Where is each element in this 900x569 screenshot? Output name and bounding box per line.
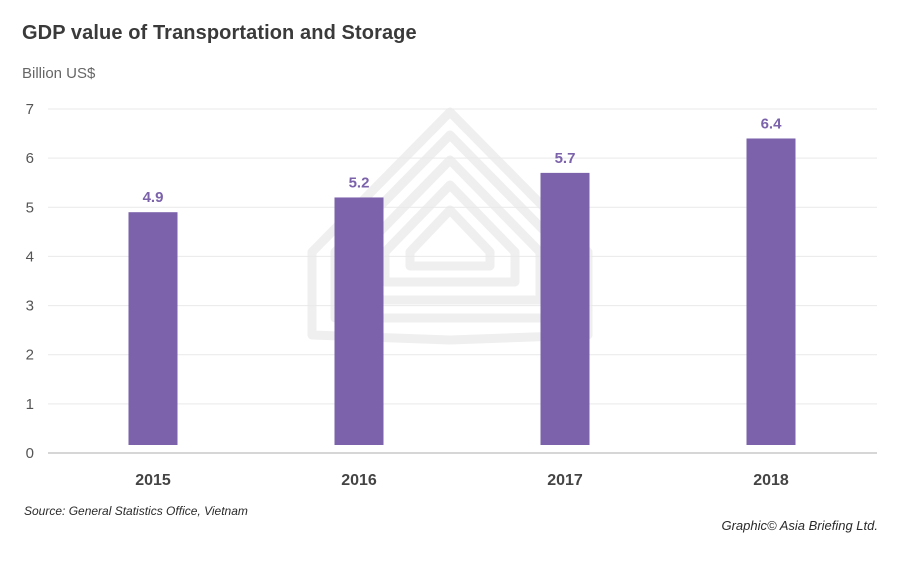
bar	[746, 138, 796, 445]
data-label: 6.4	[761, 115, 783, 132]
x-tick-label: 2016	[341, 472, 377, 489]
x-tick-label: 2017	[547, 472, 583, 489]
bars	[128, 138, 796, 445]
data-label: 4.9	[143, 189, 164, 206]
y-axis-ticks: 0 1 2 3 4 5 6 7	[26, 101, 34, 462]
bar	[128, 212, 178, 445]
y-tick-label: 4	[26, 248, 34, 265]
data-label: 5.7	[555, 150, 576, 167]
y-tick-label: 0	[26, 445, 34, 462]
y-tick-label: 3	[26, 298, 34, 315]
y-axis-unit-label: Billion US$	[22, 65, 96, 82]
y-tick-label: 1	[26, 396, 34, 413]
y-tick-label: 5	[26, 199, 34, 216]
bar	[540, 172, 590, 445]
data-label: 5.2	[349, 174, 370, 191]
chart-title: GDP value of Transportation and Storage	[22, 22, 417, 44]
x-axis-ticks: 2015 2016 2017 2018	[135, 472, 789, 489]
watermark-stroke	[380, 180, 520, 287]
data-labels: 4.9 5.2 5.7 6.4	[143, 115, 783, 206]
y-tick-label: 6	[26, 150, 34, 167]
bar	[334, 197, 384, 445]
graphic-credit: Graphic© Asia Briefing Ltd.	[721, 518, 878, 533]
watermark-stroke	[405, 205, 495, 271]
y-tick-label: 7	[26, 101, 34, 118]
source-note: Source: General Statistics Office, Vietn…	[24, 504, 248, 518]
gridlines	[48, 108, 877, 454]
x-tick-label: 2018	[753, 472, 789, 489]
y-tick-label: 2	[26, 347, 34, 364]
x-tick-label: 2015	[135, 472, 171, 489]
